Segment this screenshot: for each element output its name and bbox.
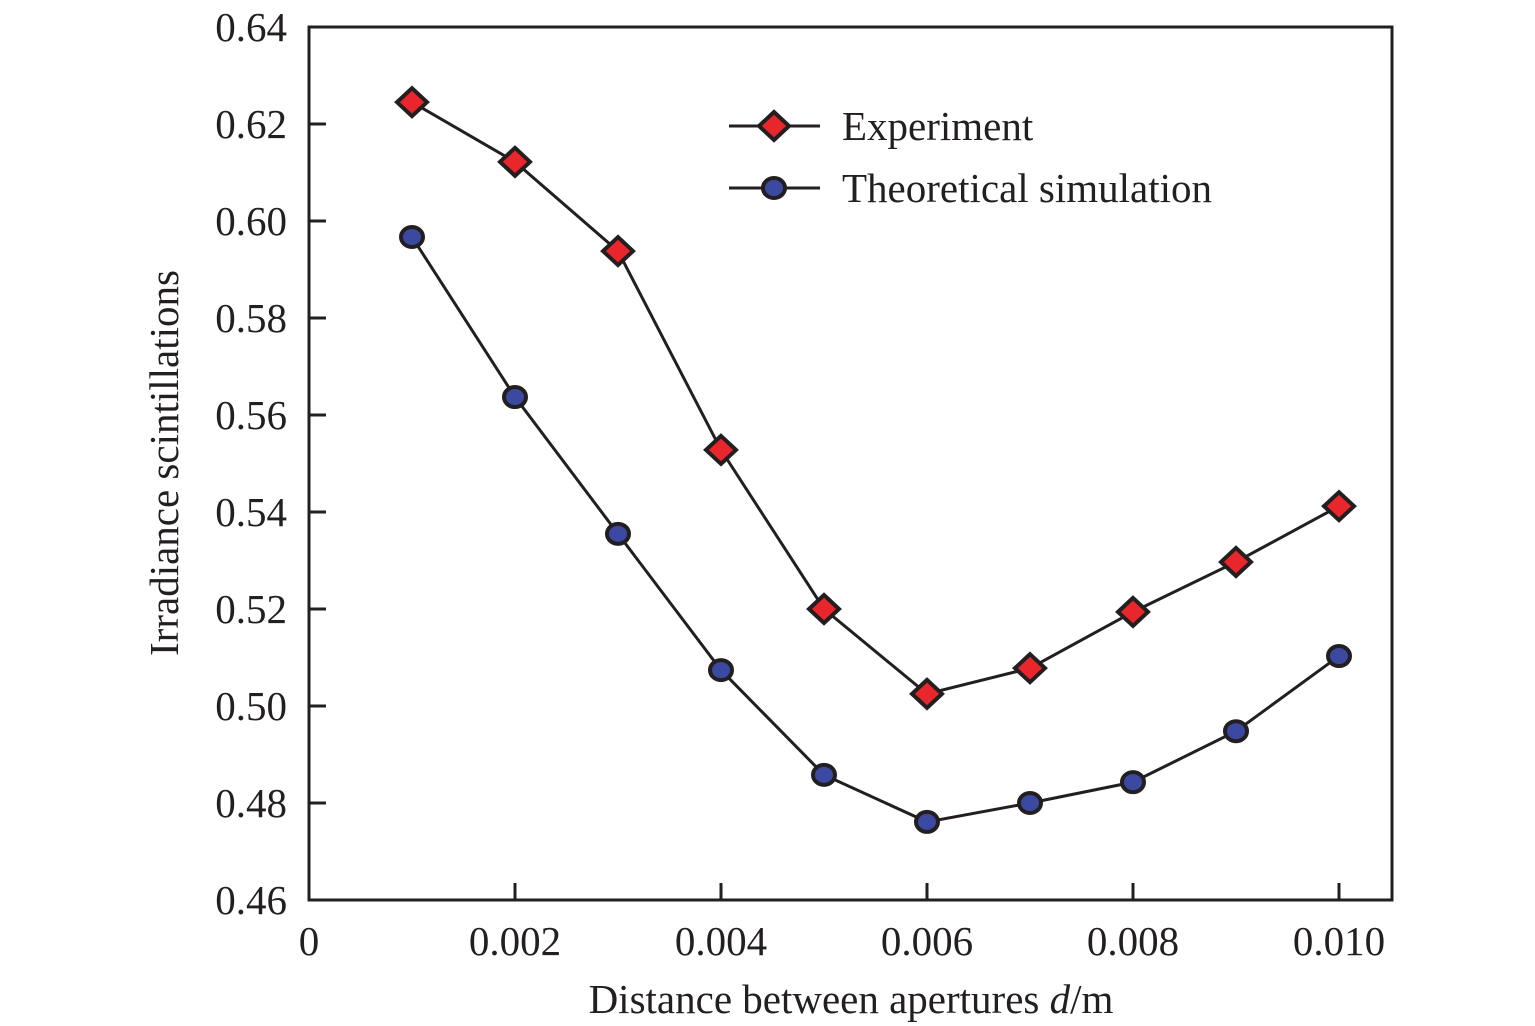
data-point-diamond xyxy=(1321,489,1357,523)
legend-item: Theoretical simulation xyxy=(729,165,1212,211)
y-tick-label: 0.52 xyxy=(215,586,287,632)
x-ticks: 0 0.002 0.004 0.006 0.008 0.010 xyxy=(299,883,1385,964)
y-tick-label: 0.50 xyxy=(215,683,287,729)
data-point-circle xyxy=(399,225,425,250)
plot-frame xyxy=(307,25,1394,902)
data-point-circle xyxy=(1223,719,1249,744)
y-tick-label: 0.48 xyxy=(215,780,287,826)
data-point-circle xyxy=(914,809,940,834)
y-tick-label: 0.62 xyxy=(215,101,287,147)
legend-marker-diamond xyxy=(756,109,792,143)
y-tick-label: 0.60 xyxy=(215,198,287,244)
data-point-diamond xyxy=(1115,595,1151,629)
x-axis-label-prefix: Distance between apertures xyxy=(589,976,1050,1022)
x-axis-label-unit: /m xyxy=(1070,976,1113,1022)
x-tick-label: 0.002 xyxy=(469,918,561,964)
series-line xyxy=(410,236,1340,824)
data-point-diamond xyxy=(497,145,533,179)
legend-marker-circle xyxy=(761,176,787,200)
x-axis-label: Distance between apertures d/m xyxy=(589,976,1114,1022)
data-point-diamond xyxy=(909,677,945,711)
data-point-diamond xyxy=(806,592,842,626)
y-ticks: 0.46 0.48 0.50 0.52 0.54 0.56 0.58 0.60 0.62 0.64 xyxy=(215,4,326,923)
series-line xyxy=(411,100,1340,696)
data-point-diamond xyxy=(394,85,430,119)
data-point-circle xyxy=(502,385,528,410)
legend-label: Theoretical simulation xyxy=(842,165,1212,211)
x-tick-label: 0.010 xyxy=(1293,918,1385,964)
y-tick-label: 0.56 xyxy=(215,392,287,438)
legend: Experiment Theoretical simulation xyxy=(729,103,1212,211)
data-point-circle xyxy=(1326,644,1352,669)
x-tick-label: 0.008 xyxy=(1087,918,1179,964)
legend-item: Experiment xyxy=(729,103,1034,149)
data-point-diamond xyxy=(1012,651,1048,685)
y-tick-label: 0.54 xyxy=(215,489,287,535)
y-tick-label: 0.64 xyxy=(215,4,287,50)
x-tick-label: 0 xyxy=(299,918,320,964)
legend-label: Experiment xyxy=(842,103,1034,149)
data-point-circle xyxy=(1120,770,1146,795)
data-point-circle xyxy=(811,762,837,787)
x-tick-label: 0.004 xyxy=(675,918,767,964)
y-axis-label: Irradiance scintillations xyxy=(141,270,187,656)
series-theoretical-simulation xyxy=(399,225,1352,834)
y-tick-label: 0.46 xyxy=(215,877,287,923)
data-point-circle xyxy=(708,658,734,683)
series-experiment xyxy=(394,85,1357,711)
series-layer xyxy=(394,85,1357,834)
data-point-circle xyxy=(605,521,631,546)
x-tick-label: 0.006 xyxy=(881,918,973,964)
y-tick-label: 0.58 xyxy=(215,295,287,341)
data-point-circle xyxy=(1017,791,1043,815)
data-point-diamond xyxy=(600,234,636,268)
axes xyxy=(307,25,1394,902)
x-axis-label-variable: d xyxy=(1050,976,1071,1022)
data-point-diamond xyxy=(703,433,739,467)
data-point-diamond xyxy=(1218,545,1254,579)
